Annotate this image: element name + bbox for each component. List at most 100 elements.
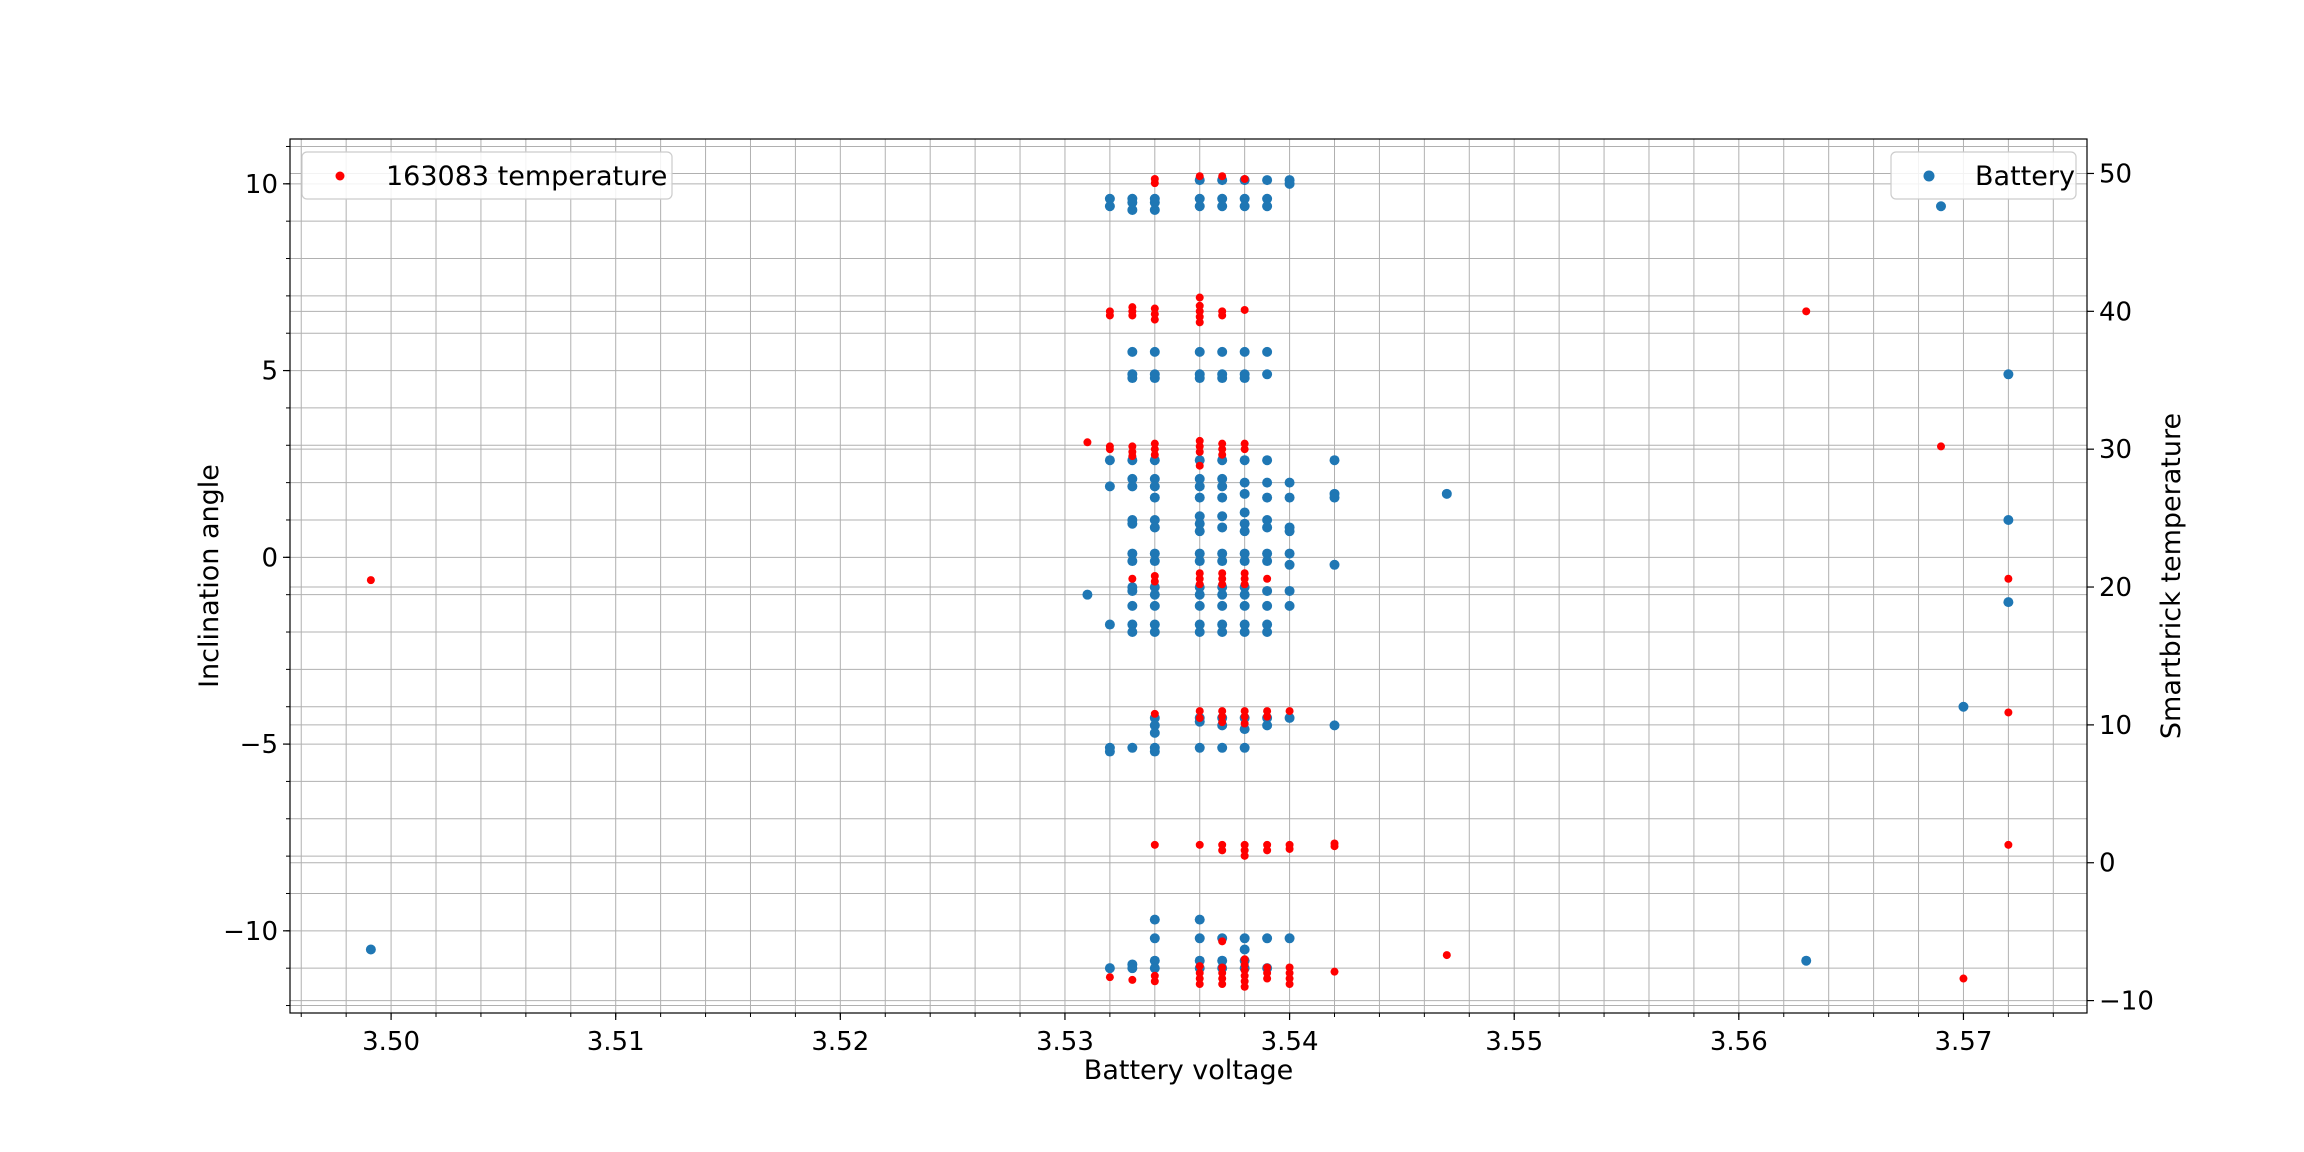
temperature-point: [1195, 974, 1204, 983]
temperature-point: [1218, 445, 1227, 454]
battery-point: [1149, 933, 1160, 944]
battery-point: [1127, 373, 1138, 384]
temperature-point: [1218, 707, 1227, 716]
battery-point: [1149, 955, 1160, 966]
temperature-point: [1218, 718, 1227, 727]
temperature-point: [1240, 840, 1249, 849]
battery-point: [1149, 197, 1160, 208]
temperature-point: [1195, 307, 1204, 316]
temperature-point: [1263, 963, 1272, 972]
battery-point: [1194, 511, 1205, 522]
battery-point: [1284, 600, 1295, 611]
battery-point: [1262, 548, 1273, 559]
temperature-point: [1802, 307, 1811, 316]
temperature-point: [1285, 844, 1294, 853]
temperature-point: [1936, 442, 1945, 451]
battery-point: [1149, 589, 1160, 600]
y-tick-label: −10: [223, 917, 278, 947]
battery-point: [1239, 600, 1250, 611]
temperature-point: [1240, 977, 1249, 986]
legends: 163083 temperature Battery: [301, 151, 2077, 200]
battery-point: [1239, 477, 1250, 488]
x-tick-label: 3.53: [1036, 1027, 1094, 1057]
battery-point: [1262, 556, 1273, 567]
battery-point: [1194, 481, 1205, 492]
battery-point: [1149, 627, 1160, 638]
battery-point: [1194, 373, 1205, 384]
y-tick-label: 0: [261, 543, 278, 573]
temperature-point: [1263, 574, 1272, 583]
battery-point: [1239, 724, 1250, 735]
temperature-point: [1285, 969, 1294, 978]
y-right-tick-label: 0: [2099, 849, 2116, 879]
legend-box: [301, 151, 673, 200]
battery-point: [1194, 492, 1205, 503]
temperature-point: [1150, 450, 1159, 459]
battery-point: [1149, 746, 1160, 757]
battery-point: [2003, 369, 2014, 380]
battery-point: [1239, 488, 1250, 499]
temperature-point: [1240, 445, 1249, 454]
temperature-series: [366, 172, 2013, 991]
battery-point: [1441, 488, 1452, 499]
legend-box: [1890, 151, 2077, 200]
temperature-point: [1195, 293, 1204, 302]
battery-point: [1239, 526, 1250, 537]
battery-point: [1217, 619, 1228, 630]
battery-point: [1239, 589, 1250, 600]
temperature-point: [2004, 840, 2013, 849]
battery-point: [1217, 600, 1228, 611]
temperature-point: [1285, 963, 1294, 972]
temperature-point: [1150, 315, 1159, 324]
temperature-point: [1330, 842, 1339, 851]
battery-point: [1127, 346, 1138, 357]
temperature-point: [2004, 574, 2013, 583]
temperature-point: [1240, 305, 1249, 314]
temperature-point: [1195, 969, 1204, 978]
battery-point: [1149, 522, 1160, 533]
axes: 3.50 3.51 3.52 3.53 3.54 3.55 3.56 3.57 −10 −5 0 5 1…: [194, 138, 2187, 1086]
battery-point: [1127, 473, 1138, 484]
temperature-point: [1128, 975, 1137, 984]
temperature-point: [1218, 937, 1227, 946]
battery-point: [1284, 492, 1295, 503]
battery-point: [1262, 175, 1273, 186]
temperature-point: [1442, 951, 1451, 960]
temperature-point: [1285, 980, 1294, 989]
battery-point: [1239, 619, 1250, 630]
battery-point: [1149, 619, 1160, 630]
temperature-point: [1218, 580, 1227, 589]
battery-point: [1262, 492, 1273, 503]
battery-point: [1262, 933, 1273, 944]
temperature-point: [1195, 840, 1204, 849]
temperature-point: [1218, 963, 1227, 972]
temperature-point: [1218, 969, 1227, 978]
plot-frame: [289, 138, 2088, 1014]
x-tick-label: 3.55: [1485, 1027, 1543, 1057]
temperature-point: [1195, 980, 1204, 989]
y-tick-label: −5: [240, 730, 278, 760]
y-right-tick-label: 30: [2099, 435, 2132, 465]
y-tick-label: 10: [245, 170, 278, 200]
battery-point: [1149, 914, 1160, 925]
battery-point: [1239, 346, 1250, 357]
battery-point: [1149, 727, 1160, 738]
temperature-point: [1263, 707, 1272, 716]
y-right-tick-label: 10: [2099, 711, 2132, 741]
legend-marker-battery: [1923, 170, 1935, 182]
temperature-point: [1240, 719, 1249, 728]
battery-point: [1284, 548, 1295, 559]
temperature-point: [1195, 447, 1204, 456]
battery-point: [1104, 481, 1115, 492]
y-right-tick-label: 50: [2099, 159, 2132, 189]
battery-point: [1935, 201, 1946, 212]
temperature-point: [1195, 301, 1204, 310]
battery-point: [1239, 201, 1250, 212]
battery-point: [1082, 589, 1093, 600]
battery-point: [1284, 585, 1295, 596]
x-tick-label: 3.56: [1710, 1027, 1768, 1057]
y-right-tick-label: −10: [2099, 987, 2154, 1017]
temperature-point: [1240, 851, 1249, 860]
battery-point: [1284, 712, 1295, 723]
